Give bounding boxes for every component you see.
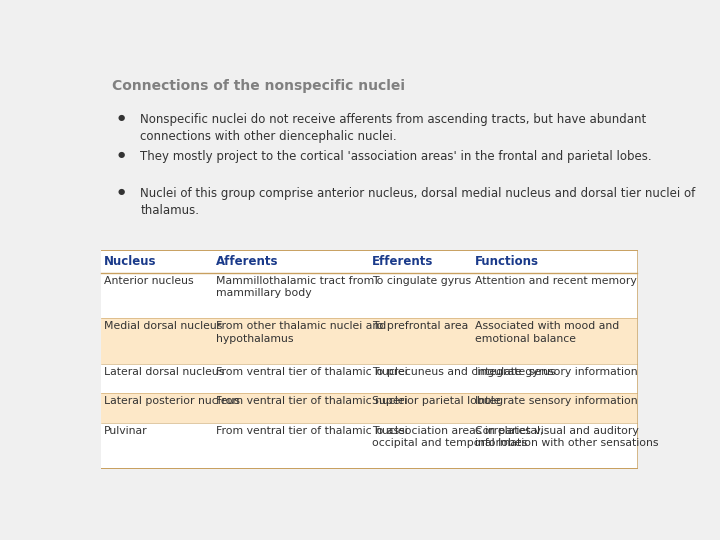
Text: To cingulate gyrus: To cingulate gyrus xyxy=(372,275,471,286)
Text: To association areas in parietal,
occipital and temporal lobes: To association areas in parietal, occipi… xyxy=(372,426,544,448)
Text: Integrate sensory information: Integrate sensory information xyxy=(475,396,638,406)
Text: To prefrontal area: To prefrontal area xyxy=(372,321,468,331)
Text: To precuneus and cingulate gyrus: To precuneus and cingulate gyrus xyxy=(372,367,555,376)
Text: ●: ● xyxy=(118,187,125,197)
Text: From ventral tier of thalamic nuclei: From ventral tier of thalamic nuclei xyxy=(215,426,408,436)
Text: Functions: Functions xyxy=(475,255,539,268)
Text: Anterior nucleus: Anterior nucleus xyxy=(104,275,194,286)
Text: Superior parietal lobule: Superior parietal lobule xyxy=(372,396,500,406)
Text: Correlates visual and auditory
information with other sensations: Correlates visual and auditory informati… xyxy=(475,426,659,448)
Text: Medial dorsal nucleus: Medial dorsal nucleus xyxy=(104,321,222,331)
Text: Nucleus: Nucleus xyxy=(104,255,156,268)
Text: Associated with mood and
emotional balance: Associated with mood and emotional balan… xyxy=(475,321,619,344)
Text: Lateral dorsal nucleus: Lateral dorsal nucleus xyxy=(104,367,225,376)
Text: Nonspecific nuclei do not receive afferents from ascending tracts, but have abun: Nonspecific nuclei do not receive affere… xyxy=(140,113,647,143)
FancyBboxPatch shape xyxy=(101,273,637,318)
Text: They mostly project to the cortical 'association areas' in the frontal and parie: They mostly project to the cortical 'ass… xyxy=(140,150,652,163)
Text: From ventral tier of thalamic nuclei: From ventral tier of thalamic nuclei xyxy=(215,367,408,376)
Text: Integrate sensory information: Integrate sensory information xyxy=(475,367,638,376)
FancyBboxPatch shape xyxy=(101,318,637,364)
FancyBboxPatch shape xyxy=(101,250,637,273)
Text: Efferents: Efferents xyxy=(372,255,433,268)
FancyBboxPatch shape xyxy=(101,393,637,423)
Text: Connections of the nonspecific nuclei: Connections of the nonspecific nuclei xyxy=(112,79,405,93)
Text: Attention and recent memory: Attention and recent memory xyxy=(475,275,636,286)
Text: Lateral posterior nucleus: Lateral posterior nucleus xyxy=(104,396,240,406)
Text: ●: ● xyxy=(118,150,125,159)
Text: Mammillothalamic tract from
mammillary body: Mammillothalamic tract from mammillary b… xyxy=(215,275,374,299)
FancyBboxPatch shape xyxy=(101,423,637,468)
Text: Afferents: Afferents xyxy=(215,255,278,268)
Text: Pulvinar: Pulvinar xyxy=(104,426,148,436)
Text: From ventral tier of thalamic nuclei: From ventral tier of thalamic nuclei xyxy=(215,396,408,406)
Text: From other thalamic nuclei and
hypothalamus: From other thalamic nuclei and hypothala… xyxy=(215,321,386,344)
FancyBboxPatch shape xyxy=(101,364,637,393)
FancyBboxPatch shape xyxy=(101,250,637,468)
Text: Nuclei of this group comprise anterior nucleus, dorsal medial nucleus and dorsal: Nuclei of this group comprise anterior n… xyxy=(140,187,696,218)
Text: ●: ● xyxy=(118,113,125,122)
